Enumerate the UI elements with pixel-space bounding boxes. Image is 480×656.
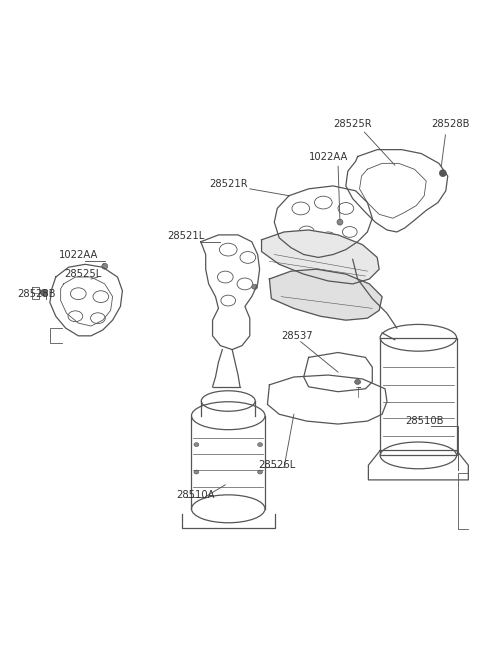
Bar: [380, 338, 456, 455]
Polygon shape: [262, 230, 379, 284]
Ellipse shape: [194, 443, 199, 447]
Ellipse shape: [252, 285, 258, 289]
Text: 28526L: 28526L: [259, 461, 296, 470]
Text: 1022AA: 1022AA: [59, 249, 98, 260]
Polygon shape: [269, 269, 382, 320]
Text: 28521R: 28521R: [209, 179, 248, 189]
Ellipse shape: [439, 170, 446, 176]
Text: 28521L: 28521L: [168, 231, 205, 241]
Text: 28528B: 28528B: [17, 289, 55, 298]
Text: 28537: 28537: [281, 331, 312, 341]
Ellipse shape: [194, 470, 199, 474]
Ellipse shape: [258, 443, 263, 447]
Ellipse shape: [102, 263, 108, 269]
Ellipse shape: [337, 219, 343, 225]
Text: 1022AA: 1022AA: [309, 152, 348, 161]
Text: 28528B: 28528B: [432, 119, 470, 129]
Ellipse shape: [258, 470, 263, 474]
Text: 28525R: 28525R: [334, 119, 372, 129]
Ellipse shape: [355, 379, 360, 384]
Ellipse shape: [41, 289, 48, 296]
Text: 28510B: 28510B: [405, 416, 444, 426]
Text: 28525L: 28525L: [65, 269, 102, 279]
Text: 28510A: 28510A: [177, 489, 215, 500]
